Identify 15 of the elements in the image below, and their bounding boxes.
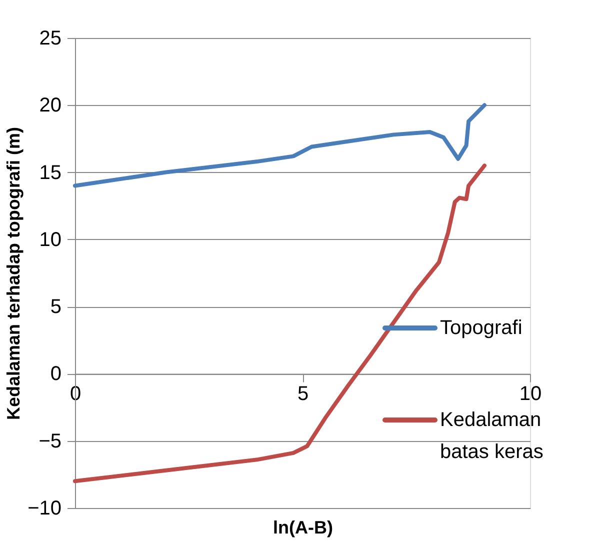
y-tick-label: 10 [39, 228, 62, 251]
y-tick-label: −5 [38, 430, 62, 452]
legend-label: Topografi [440, 317, 522, 339]
line-series [73, 103, 486, 188]
x-tick-label: 5 [297, 383, 309, 406]
y-tick-label: 25 [39, 28, 62, 50]
legend-label: Kedalaman batas keras [440, 409, 544, 463]
x-tick-label: 10 [519, 383, 542, 406]
y-tick-label: 5 [50, 296, 62, 318]
x-axis-title: ln(A-B) [273, 518, 333, 538]
y-tick-label: 15 [39, 162, 62, 184]
y-tick-label: 20 [39, 94, 62, 117]
y-tick-label: −10 [28, 498, 62, 520]
y-axis-title: Kedalaman terhadap topografi (m) [4, 126, 24, 420]
y-tick-label: 0 [50, 363, 62, 386]
